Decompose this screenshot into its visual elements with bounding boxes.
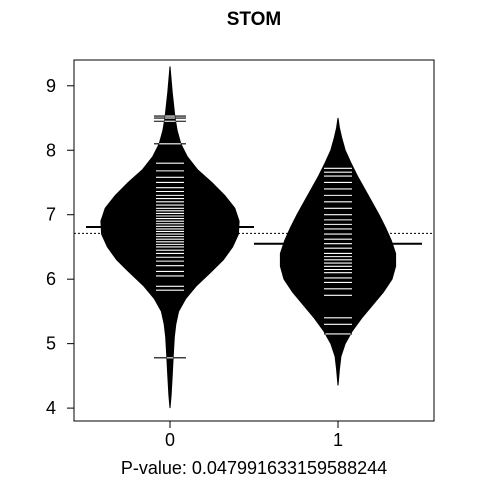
plot-area bbox=[74, 66, 434, 409]
axes: 4 5 6 7 8 9 0 1 bbox=[46, 59, 435, 450]
bean-shape-group-0 bbox=[100, 66, 240, 409]
plot-frame bbox=[73, 59, 435, 422]
bean-shape-group-1 bbox=[279, 117, 397, 386]
y-tick-label: 4 bbox=[46, 398, 56, 418]
y-tick-label: 9 bbox=[46, 76, 56, 96]
p-value-caption: P-value: 0.047991633159588244 bbox=[121, 458, 387, 478]
x-tick-label: 1 bbox=[333, 430, 343, 450]
chart-title: STOM bbox=[227, 9, 282, 30]
y-tick-label: 8 bbox=[46, 140, 56, 160]
y-tick-label: 6 bbox=[46, 269, 56, 289]
x-tick-label: 0 bbox=[165, 430, 175, 450]
y-tick-label: 7 bbox=[46, 205, 56, 225]
y-tick-label: 5 bbox=[46, 334, 56, 354]
